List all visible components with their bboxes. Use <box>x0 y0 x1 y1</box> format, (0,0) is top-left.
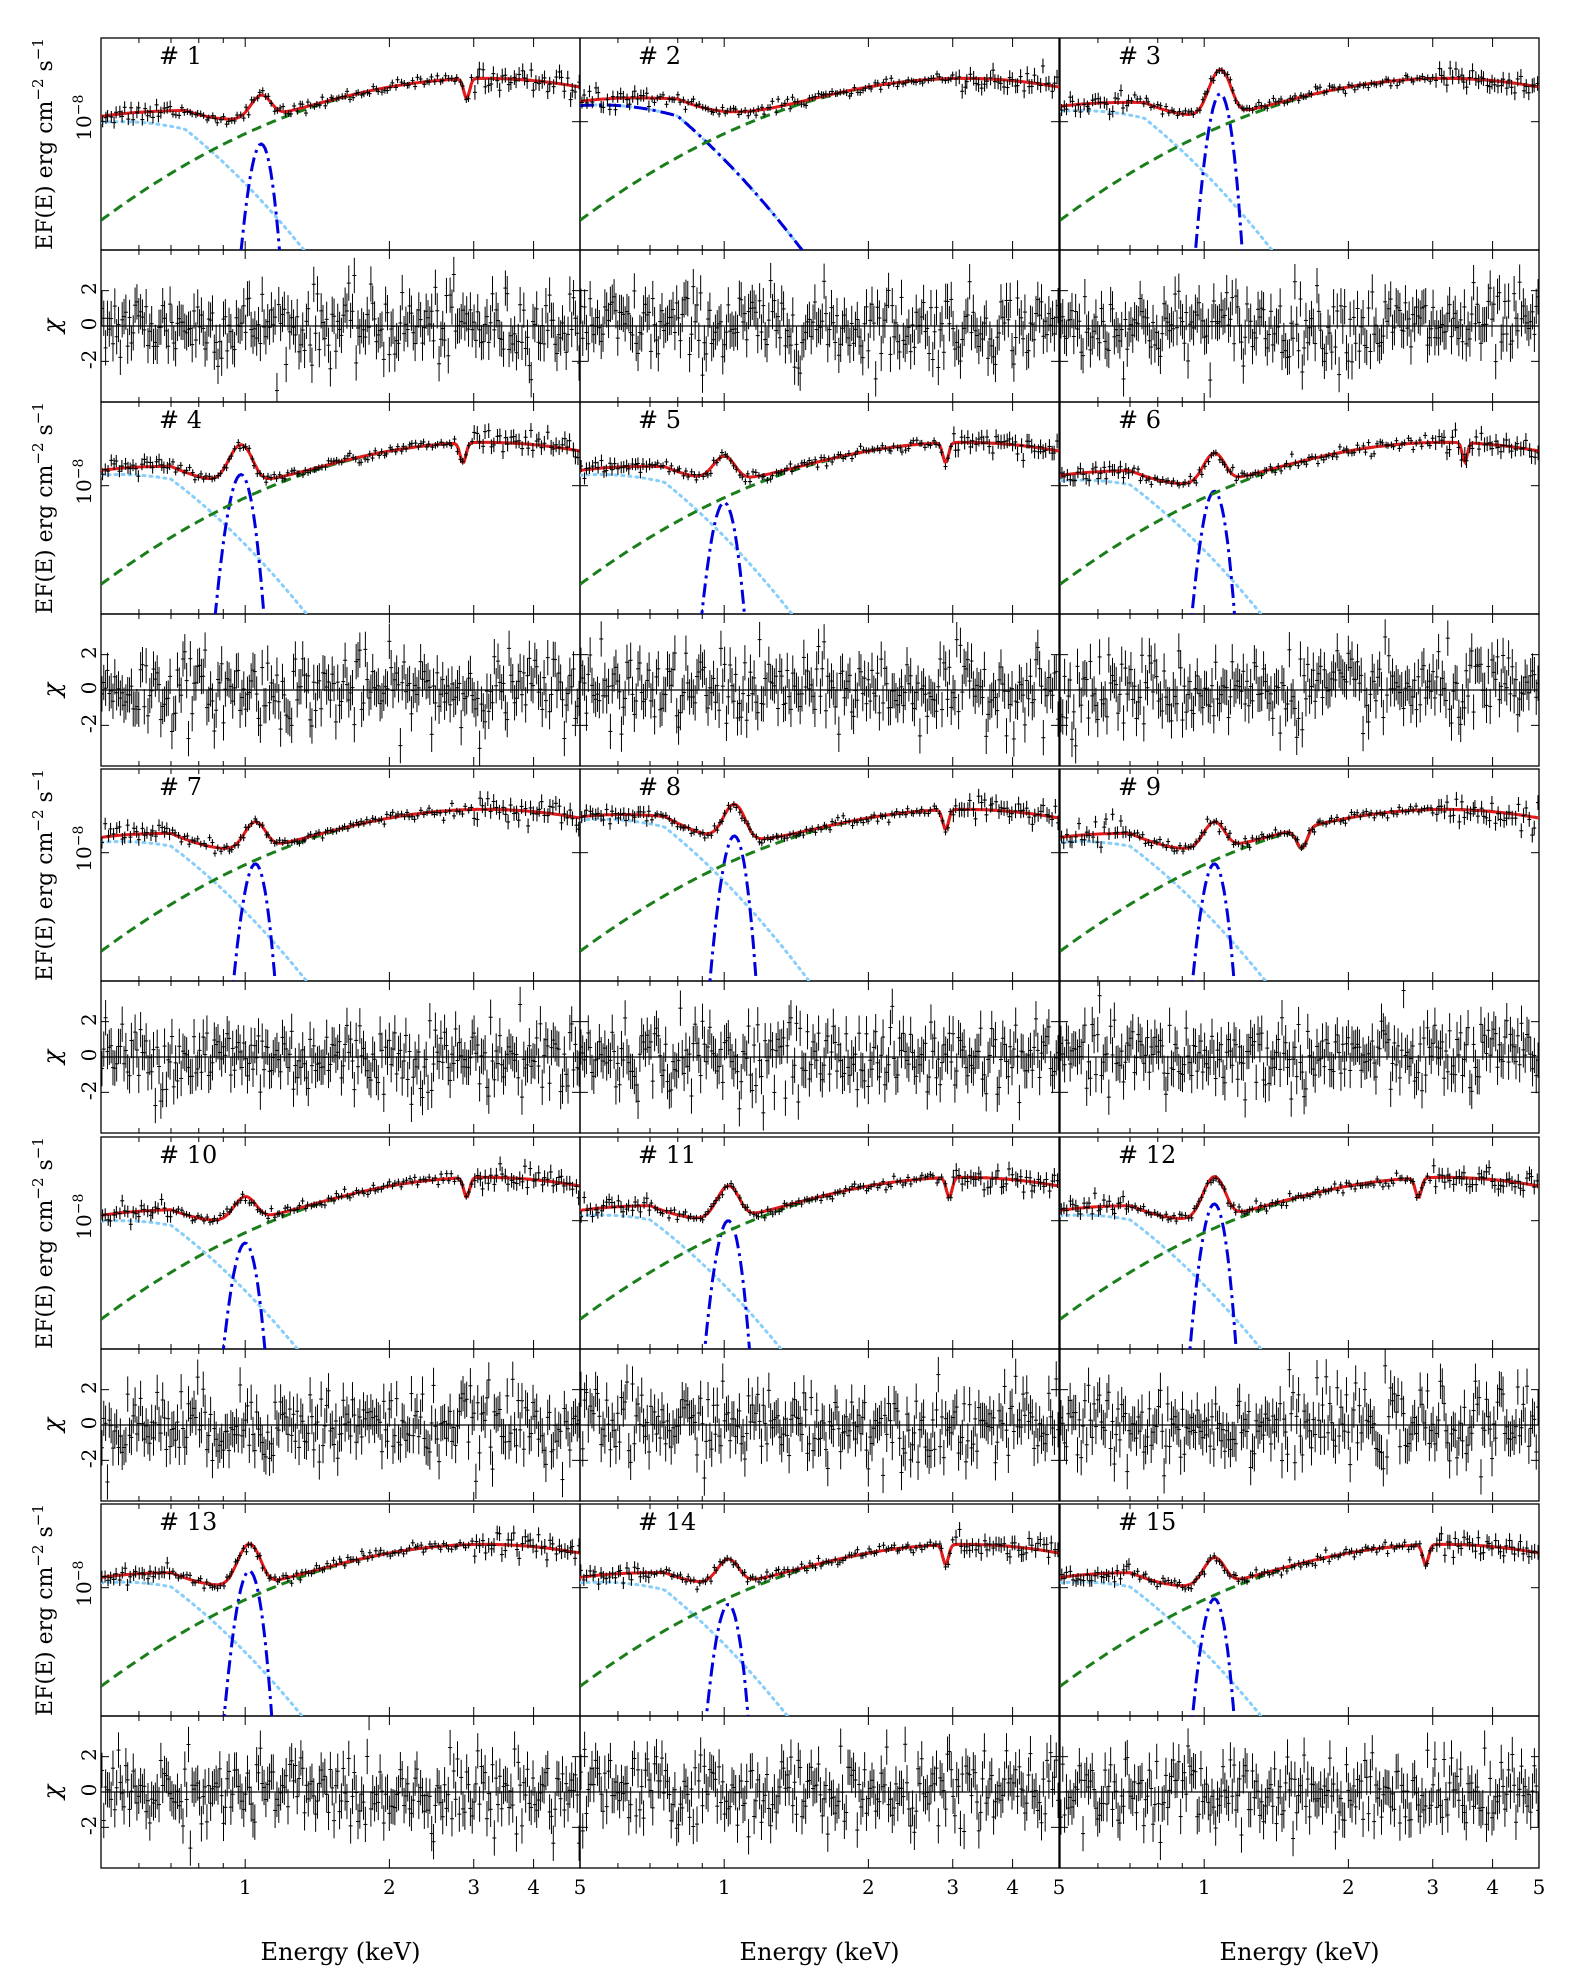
soft-component-curve <box>580 473 794 614</box>
model-curves <box>580 440 1059 614</box>
fit-panel-2: # 2 <box>579 37 1060 403</box>
soft-component-curve <box>101 473 309 614</box>
y-tick-label: 0 <box>77 682 101 695</box>
fit-panel-4: # 4 -2 0 2 10−8 <box>71 401 581 767</box>
model-data-points <box>580 426 1059 485</box>
total-model-curve <box>1060 440 1539 486</box>
line-component-curve <box>1190 489 1236 614</box>
residual-points <box>1060 619 1539 764</box>
model-data-points <box>580 58 1059 120</box>
line-component-curve <box>580 103 804 250</box>
line-component-curve <box>239 142 281 250</box>
residual-points <box>580 621 1059 757</box>
continuum-curve <box>1060 440 1539 586</box>
y-tick-label: 10−8 <box>71 95 96 141</box>
panel-label: # 1 <box>159 42 202 70</box>
fit-panel-6: # 6 <box>1059 401 1540 767</box>
fit-panel-1: # 1 -2 0 2 10−8 <box>71 37 581 403</box>
soft-component-curve <box>101 120 306 250</box>
panel-label: # 2 <box>638 42 681 70</box>
line-component-curve <box>213 472 266 614</box>
model-data-points <box>1060 422 1539 489</box>
residual-points <box>101 623 580 766</box>
panel-label: # 4 <box>159 406 202 434</box>
soft-component-curve <box>1060 478 1263 614</box>
line-component-curve <box>1194 92 1244 250</box>
y-tick-label: -2 <box>77 350 101 369</box>
continuum-curve <box>101 76 580 222</box>
residual-points <box>1060 264 1539 398</box>
total-model-curve <box>580 440 1059 479</box>
soft-component-curve <box>1060 109 1274 250</box>
y-tick-label: 0 <box>77 318 101 331</box>
panel-label: # 3 <box>1118 42 1161 70</box>
model-curves <box>101 440 580 614</box>
model-curves <box>1060 68 1539 250</box>
model-curves <box>1060 440 1539 614</box>
model-curves <box>580 76 1059 250</box>
y-tick-label: -2 <box>77 714 101 733</box>
residual-points <box>101 256 580 402</box>
fit-panel-5: # 5 <box>579 401 1060 767</box>
model-data-points <box>101 61 580 129</box>
y-tick-label: 2 <box>77 282 101 295</box>
fit-panel-3: # 3 <box>1059 37 1540 403</box>
panel-label: # 5 <box>638 406 681 434</box>
model-data-points <box>1060 60 1539 121</box>
model-data-points <box>101 423 580 486</box>
soft-component-curve <box>580 103 804 250</box>
y-tick-label: 2 <box>77 646 101 659</box>
y-tick-label: 10−8 <box>71 459 96 505</box>
panel-label: # 6 <box>1118 406 1161 434</box>
residual-points <box>580 262 1059 397</box>
line-component-curve <box>700 500 746 614</box>
